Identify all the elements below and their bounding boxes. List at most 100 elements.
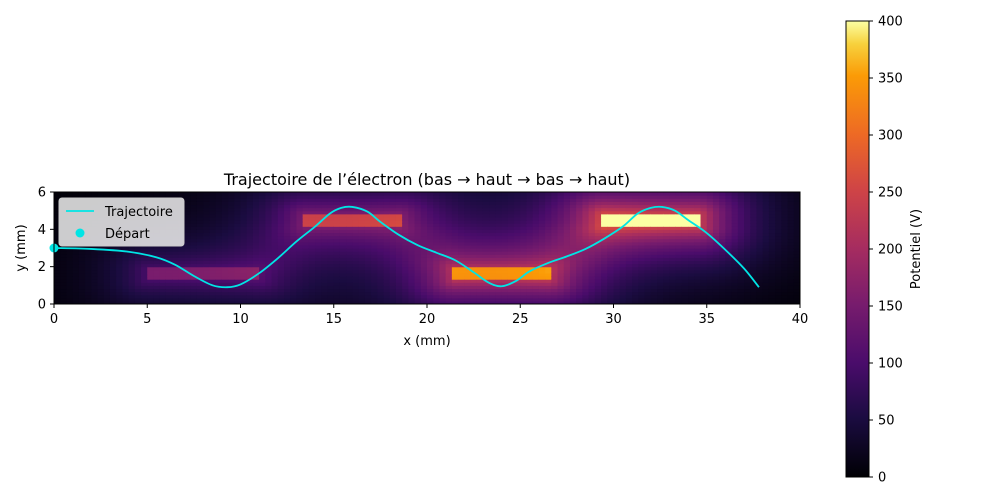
heatmap-cell	[588, 297, 596, 302]
heatmap-cell	[408, 204, 416, 209]
heatmap-cell	[439, 216, 447, 221]
heatmap-cell	[594, 201, 602, 206]
heatmap-cell	[638, 210, 646, 215]
heatmap-cell	[520, 241, 528, 246]
heatmap-cell	[109, 285, 117, 290]
heatmap-cell	[364, 238, 372, 243]
heatmap-cell	[321, 192, 329, 196]
heatmap-cell	[775, 216, 782, 221]
heatmap-cell	[290, 226, 298, 230]
heatmap-cell	[433, 294, 441, 299]
heatmap-cell	[172, 248, 179, 252]
heatmap-cell	[178, 285, 186, 290]
heatmap-cell	[284, 213, 291, 218]
heatmap-cell	[601, 266, 608, 271]
heatmap-cell	[54, 235, 61, 240]
heatmap-cell	[308, 192, 316, 196]
heatmap-cell	[128, 276, 136, 280]
heatmap-cell	[128, 195, 136, 199]
heatmap-cell	[271, 297, 279, 302]
heatmap-cell	[172, 279, 179, 283]
heatmap-cell	[669, 238, 677, 243]
heatmap-cell	[775, 195, 782, 199]
heatmap-cell	[569, 282, 577, 286]
heatmap-cell	[657, 297, 664, 302]
heatmap-cell	[638, 244, 646, 249]
heatmap-cell	[420, 269, 428, 274]
heatmap-cell	[632, 266, 639, 271]
heatmap-cell	[408, 216, 416, 221]
heatmap-cell	[731, 198, 739, 202]
heatmap-cell	[737, 192, 745, 196]
heatmap-cell	[625, 198, 633, 202]
heatmap-cell	[737, 272, 745, 277]
heatmap-cell	[688, 266, 695, 271]
heatmap-cell	[439, 251, 447, 255]
heatmap-cell	[613, 251, 621, 255]
heatmap-cell	[625, 216, 633, 221]
heatmap-cell	[383, 198, 391, 202]
heatmap-cell	[402, 251, 409, 255]
heatmap-cell	[762, 263, 770, 268]
heatmap-cell	[557, 269, 565, 274]
heatmap-cell	[277, 198, 285, 202]
heatmap-cell	[228, 266, 235, 271]
heatmap-cell	[60, 269, 68, 274]
heatmap-cell	[688, 291, 695, 296]
heatmap-cell	[302, 192, 310, 196]
heatmap-cell	[221, 260, 229, 265]
heatmap-cell	[563, 238, 571, 243]
heatmap-cell	[203, 254, 211, 258]
heatmap-cell	[228, 226, 235, 230]
heatmap-cell	[265, 260, 273, 265]
heatmap-cell	[576, 238, 584, 243]
heatmap-cell	[793, 272, 800, 277]
heatmap-cell	[271, 254, 279, 258]
heatmap-cell	[308, 266, 316, 271]
heatmap-cell	[762, 244, 770, 249]
heatmap-cell	[327, 279, 335, 283]
heatmap-cell	[638, 282, 646, 286]
heatmap-cell	[221, 300, 229, 304]
heatmap-cell	[290, 201, 298, 206]
heatmap-cell	[489, 260, 496, 265]
heatmap-cell	[545, 269, 552, 274]
heatmap-cell	[482, 294, 490, 299]
heatmap-cell	[54, 223, 61, 227]
heatmap-cell	[427, 257, 434, 262]
heatmap-cell	[265, 238, 273, 243]
heatmap-cell	[632, 257, 639, 262]
heatmap-cell	[439, 241, 447, 246]
heatmap-cell	[557, 272, 565, 277]
heatmap-cell	[669, 272, 677, 277]
heatmap-cell	[458, 248, 465, 252]
heatmap-cell	[433, 254, 441, 258]
heatmap-cell	[364, 213, 372, 218]
heatmap-cell	[681, 263, 689, 268]
heatmap-cell	[476, 244, 484, 249]
heatmap-cell	[725, 226, 733, 230]
heatmap-cell	[576, 282, 584, 286]
heatmap-cell	[315, 282, 322, 286]
heatmap-cell	[582, 248, 590, 252]
heatmap-cell	[327, 195, 335, 199]
heatmap-cell	[315, 244, 322, 249]
heatmap-cell	[582, 276, 590, 280]
heatmap-cell	[308, 288, 316, 293]
heatmap-cell	[358, 260, 366, 265]
heatmap-cell	[389, 195, 397, 199]
heatmap-cell	[644, 294, 652, 299]
heatmap-cell	[644, 216, 652, 221]
heatmap-cell	[209, 241, 217, 246]
heatmap-cell	[172, 288, 179, 293]
heatmap-cell	[302, 248, 310, 252]
heatmap-cell	[97, 251, 105, 255]
heatmap-cell	[209, 223, 217, 227]
heatmap-cell	[644, 272, 652, 277]
heatmap-cell	[259, 195, 266, 199]
heatmap-cell	[706, 213, 714, 218]
heatmap-cell	[557, 213, 565, 218]
heatmap-cell	[159, 251, 167, 255]
heatmap-cell	[495, 207, 503, 212]
